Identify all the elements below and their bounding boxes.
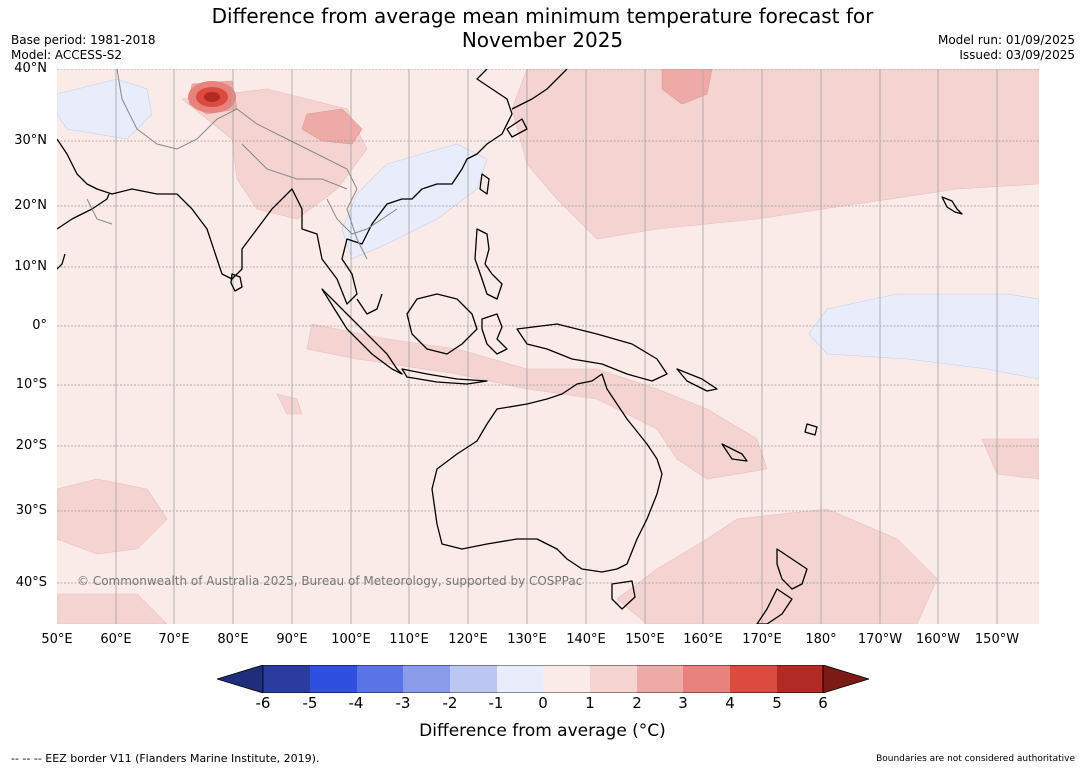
eez-note: -- -- -- EEZ border V11 (Flanders Marine…: [11, 752, 320, 765]
lat-label-20n: 20°N: [14, 198, 47, 213]
base-period: Base period: 1981-2018: [11, 33, 156, 47]
lon-label-180: 180°: [805, 632, 837, 647]
colorbar-segment-8: [590, 665, 637, 693]
lon-label-120e: 120°E: [448, 632, 488, 647]
colorbar-segment-4: [403, 665, 450, 693]
lat-label-40n: 40°N: [14, 61, 47, 76]
lon-label-100e: 100°E: [331, 632, 371, 647]
colorbar-over-arrow: [822, 665, 869, 693]
lat-label-30n: 30°N: [14, 133, 47, 148]
lat-label-20s: 20°S: [15, 438, 47, 453]
meta-left: Base period: 1981-2018 Model: ACCESS-S2: [11, 33, 156, 63]
colorbar-segment-1: [263, 665, 310, 693]
model-run: Model run: 01/09/2025: [937, 33, 1075, 47]
colorbar: [217, 665, 869, 693]
colorbar-tick: 0: [538, 694, 548, 712]
colorbar-tick: -1: [488, 694, 504, 712]
map-svg: [57, 69, 1039, 624]
lon-label-170e: 170°E: [742, 632, 782, 647]
lon-label-60e: 60°E: [100, 632, 132, 647]
lon-label-140e: 140°E: [566, 632, 606, 647]
lon-label-70e: 70°E: [158, 632, 190, 647]
colorbar-tick: -2: [442, 694, 458, 712]
colorbar-segment-7: [543, 665, 590, 693]
colorbar-tick: 1: [585, 694, 595, 712]
colorbar-segment-11: [730, 665, 777, 693]
colorbar-label: Difference from average (°C): [419, 721, 666, 741]
copyright-notice: © Commonwealth of Australia 2025, Bureau…: [77, 574, 583, 588]
colorbar-tick: -3: [395, 694, 411, 712]
lon-label-110e: 110°E: [389, 632, 429, 647]
colorbar-outline: [262, 665, 824, 693]
lon-label-150w: 150°W: [974, 632, 1020, 647]
lon-gridlines: [115, 69, 998, 624]
lon-label-160w: 160°W: [915, 632, 961, 647]
colorbar-segment-5: [450, 665, 497, 693]
colorbar-under-arrow: [217, 665, 264, 693]
colorbar-tick: -6: [255, 694, 271, 712]
title-line-2: November 2025: [461, 28, 624, 52]
lat-label-10s: 10°S: [15, 377, 47, 392]
lon-label-50e: 50°E: [41, 632, 73, 647]
country-borders: [86, 69, 398, 260]
colorbar-segment-12: [777, 665, 823, 693]
colorbar-segment-6: [497, 665, 543, 693]
lon-label-170w: 170°W: [857, 632, 903, 647]
colorbar-tick: -5: [302, 694, 318, 712]
colorbar-tick: 5: [772, 694, 782, 712]
colorbar-tick: 3: [678, 694, 688, 712]
issued-date: Issued: 03/09/2025: [959, 48, 1075, 62]
map-title: Difference from average mean minimum tem…: [0, 4, 1085, 52]
lon-label-160e: 160°E: [683, 632, 723, 647]
lat-label-40s: 40°S: [15, 575, 47, 590]
colorbar-segment-9: [637, 665, 683, 693]
lat-label-equator: 0°: [32, 318, 47, 333]
lat-gridlines: [57, 69, 1039, 584]
anomaly-warm-1-2: [57, 69, 1039, 624]
title-line-1: Difference from average mean minimum tem…: [211, 4, 874, 28]
colorbar-tick: 2: [632, 694, 642, 712]
colorbar-tick: 6: [818, 694, 828, 712]
colorbar-tick: 4: [725, 694, 735, 712]
anomaly-cool-0-1: [57, 78, 1039, 380]
lat-label-30s: 30°S: [15, 503, 47, 518]
anomaly-hotspot: [188, 81, 236, 113]
map-area: © Commonwealth of Australia 2025, Bureau…: [57, 69, 1039, 624]
meta-right: Model run: 01/09/2025 Issued: 03/09/2025: [938, 33, 1075, 63]
colorbar-segment-10: [683, 665, 730, 693]
lon-label-80e: 80°E: [217, 632, 249, 647]
colorbar-segment-3: [357, 665, 403, 693]
model-name: Model: ACCESS-S2: [11, 48, 123, 62]
lon-label-130e: 130°E: [507, 632, 547, 647]
colorbar-tick: -4: [348, 694, 364, 712]
colorbar-segment-2: [310, 665, 357, 693]
lon-label-90e: 90°E: [276, 632, 308, 647]
lat-label-10n: 10°N: [14, 259, 47, 274]
lon-label-150e: 150°E: [625, 632, 665, 647]
boundary-disclaimer: Boundaries are not considered authoritat…: [876, 754, 1075, 764]
